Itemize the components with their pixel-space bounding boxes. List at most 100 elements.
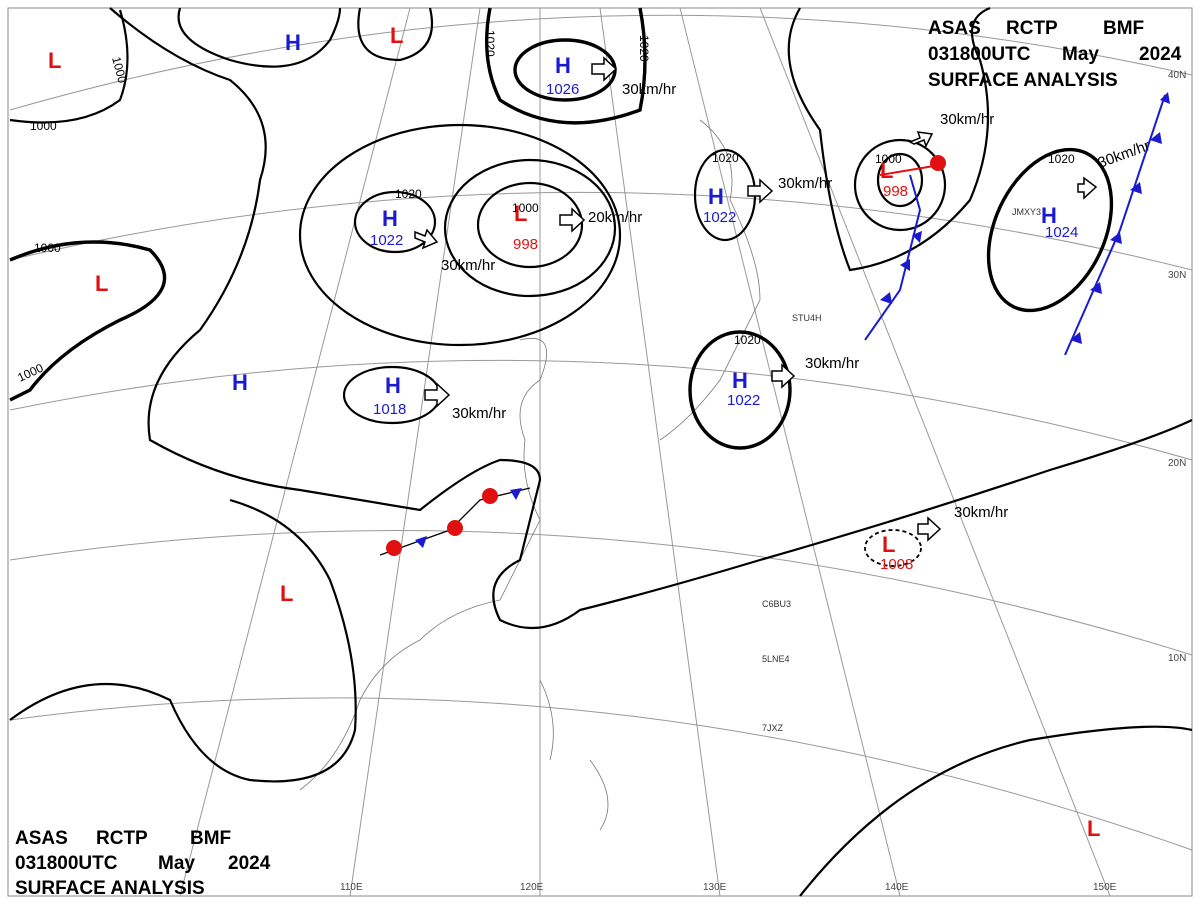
front xyxy=(379,487,531,556)
centers: H L L H 1026 H 1022 L 998 H 1022 L 998 H… xyxy=(48,23,1100,841)
arrow xyxy=(559,207,586,233)
header-text: 2024 xyxy=(1139,44,1182,65)
high-center: H xyxy=(285,30,301,55)
isobar xyxy=(853,138,947,232)
isobar-label: 1000 xyxy=(109,55,130,85)
meridian xyxy=(679,7,901,897)
header-text: 031800UTC xyxy=(928,44,1031,65)
isobar xyxy=(9,498,357,783)
isobar-label: 1000 xyxy=(512,201,539,215)
header-top: ASAS RCTP BMF 031800UTC May 2024 SURFACE… xyxy=(928,18,1182,91)
meridian xyxy=(599,7,721,897)
header-text: May xyxy=(158,853,195,874)
header-text: RCTP xyxy=(96,828,148,849)
header-text: SURFACE ANALYSIS xyxy=(15,878,205,899)
isobar xyxy=(485,7,647,125)
low-center: L xyxy=(514,201,527,226)
isobar xyxy=(443,158,617,298)
low-center: L xyxy=(390,23,403,48)
station-id: STU4H xyxy=(792,313,822,323)
station-id: 7JXZ xyxy=(762,723,784,733)
center-pressure: 1024 xyxy=(1045,224,1078,241)
isobars xyxy=(9,6,1193,897)
high-center: H xyxy=(382,206,398,231)
center-pressure: 1026 xyxy=(546,81,579,98)
motion-label: 20km/hr xyxy=(588,209,642,226)
header-text: ASAS xyxy=(15,828,68,849)
isobar xyxy=(799,725,1193,897)
high-center: H xyxy=(232,370,248,395)
center-pressure: 1022 xyxy=(370,232,403,249)
cold-front xyxy=(864,174,922,341)
isobar xyxy=(9,240,167,402)
parallel xyxy=(9,359,1193,461)
arrow xyxy=(747,178,774,204)
arrow xyxy=(414,228,439,250)
arrow xyxy=(908,131,934,148)
isobar-label: 1020 xyxy=(637,35,651,62)
coastlines xyxy=(299,119,761,831)
low-center: L xyxy=(48,48,61,73)
lon-label: 130E xyxy=(703,882,727,893)
header-text: 2024 xyxy=(228,853,271,874)
isobar-label: 1000 xyxy=(34,241,61,255)
motion-label: 30km/hr xyxy=(441,257,495,274)
fronts xyxy=(379,92,1170,556)
station-id: JMXY3 xyxy=(1012,207,1041,217)
lat-label: 40N xyxy=(1168,70,1186,81)
isobar xyxy=(357,7,434,62)
low-center: L xyxy=(880,158,893,183)
center-pressure: 1022 xyxy=(703,209,736,226)
isobar xyxy=(9,9,129,124)
high-center: H xyxy=(1041,203,1057,228)
isobar xyxy=(876,152,924,208)
parallel xyxy=(9,191,1193,271)
meridian xyxy=(179,7,411,897)
coast xyxy=(539,679,609,831)
parallel xyxy=(9,14,1193,111)
isobar-label: 1020 xyxy=(712,151,739,165)
isobar-label: 1020 xyxy=(1048,152,1075,166)
isobar xyxy=(986,147,1114,313)
motion-label: 30km/hr xyxy=(622,81,676,98)
arrow xyxy=(1077,176,1098,200)
coast xyxy=(299,338,548,791)
center-pressure: 1008 xyxy=(880,556,913,573)
high-center: H xyxy=(555,53,571,78)
isobar xyxy=(864,529,922,567)
motion-label: 30km/hr xyxy=(954,504,1008,521)
header-text: ASAS xyxy=(928,18,981,39)
lat-label: 20N xyxy=(1168,458,1186,469)
warm-front xyxy=(879,164,941,176)
graticule xyxy=(9,7,1193,897)
station-ids: C6BU3 5LNE4 7JXZ JMXY3 STU4H xyxy=(762,207,1041,733)
parallel xyxy=(9,530,1193,656)
center-pressure: 998 xyxy=(883,183,908,200)
header-bottom: ASAS RCTP BMF 031800UTC May 2024 SURFACE… xyxy=(15,828,271,899)
front-symbol xyxy=(482,488,498,504)
low-center: L xyxy=(280,581,293,606)
motion-label: 30km/hr xyxy=(940,111,994,128)
header-text: RCTP xyxy=(1006,18,1058,39)
low-center: L xyxy=(882,532,895,557)
center-pressure: 998 xyxy=(513,236,538,253)
lat-label: 30N xyxy=(1168,270,1186,281)
header-text: BMF xyxy=(190,828,231,849)
isobar-label: 1020 xyxy=(483,30,497,57)
isobar-label: 1000 xyxy=(30,119,57,133)
lon-label: 140E xyxy=(885,882,909,893)
lon-label: 150E xyxy=(1093,882,1117,893)
isobar xyxy=(688,330,792,450)
parallel xyxy=(9,697,1193,851)
station-id: C6BU3 xyxy=(762,599,791,609)
isobar xyxy=(476,181,584,269)
arrow xyxy=(917,516,942,542)
isobar xyxy=(109,7,1193,630)
meridian xyxy=(349,7,481,897)
isobar-label: 1020 xyxy=(395,187,422,201)
high-center: H xyxy=(385,373,401,398)
front-symbol xyxy=(386,540,402,556)
header-text: 031800UTC xyxy=(15,853,118,874)
motion-label: 30km/hr xyxy=(452,405,506,422)
